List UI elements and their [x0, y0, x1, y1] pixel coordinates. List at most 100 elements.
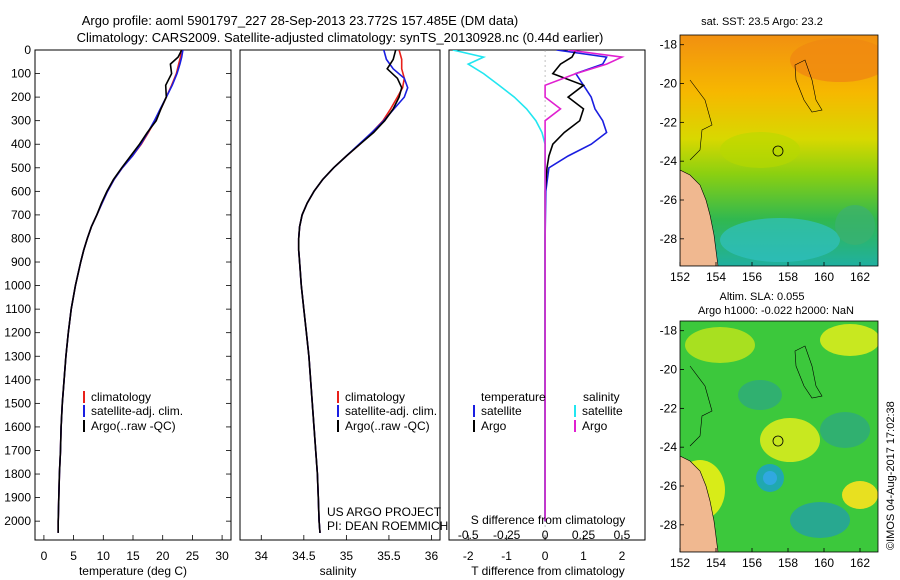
map-lat-tick-label: -26 — [660, 193, 678, 207]
map-lon-tick-label: 156 — [742, 556, 762, 570]
salinity-x-tick-label: 36 — [425, 549, 439, 563]
sla-map-panel: Altim. SLA: 0.055 Argo h1000: -0.022 h20… — [660, 291, 879, 570]
series-argo-raw-qc- — [57, 50, 183, 533]
map-lon-tick-label: 154 — [706, 556, 726, 570]
difference-s-x-tick-label: 0.25 — [572, 528, 596, 542]
series-s-argo — [544, 50, 625, 522]
depth-tick-label: 900 — [11, 255, 31, 269]
map-lon-tick-label: 162 — [850, 556, 870, 570]
map-lon-tick-label: 154 — [706, 270, 726, 284]
temperature-x-tick-label: 5 — [70, 549, 77, 563]
depth-tick-label: 1500 — [4, 396, 31, 410]
map-lat-tick-label: -18 — [660, 324, 678, 338]
difference-legend: temperature salinity satellite Argo sate… — [473, 390, 623, 433]
map-lat-tick-label: -22 — [660, 115, 678, 129]
difference-panel: -2 -1 0 1 2-0.5 -0.25 0 0.25 0.5 S difference fr… — [448, 49, 646, 578]
depth-tick-label: 700 — [11, 208, 31, 222]
difference-series — [452, 50, 625, 540]
sst-map-axes: 152 154 156 158 160 162 -18 -20 -22 -24 -26 -28 — [660, 38, 871, 284]
depth-tick-label: 800 — [11, 231, 31, 245]
map-lat-tick-label: -28 — [660, 232, 678, 246]
temperature-x-tick-label: 20 — [156, 549, 170, 563]
salinity-series — [297, 50, 409, 533]
sla-map-subtitle: Argo h1000: -0.022 h2000: NaN — [698, 305, 854, 317]
map-lat-tick-label: -28 — [660, 518, 678, 532]
salinity-x-tick-label: 34 — [255, 549, 269, 563]
legend-header-temperature: temperature — [481, 390, 546, 404]
legend-label-climatology: climatology — [91, 390, 151, 404]
depth-tick-label: 1800 — [4, 467, 31, 481]
difference-t-x-tick-label: -1 — [501, 549, 512, 563]
depth-tick-label: 1900 — [4, 491, 31, 505]
difference-t-x-tick-label: 0 — [542, 549, 549, 563]
coastline-land — [680, 455, 719, 552]
credits-line1: US ARGO PROJECT — [327, 505, 442, 519]
timestamp-credit: ©IMOS 04-Aug-2017 17:02:38 — [885, 401, 897, 550]
depth-tick-label: 1000 — [4, 279, 31, 293]
depth-tick-label: 300 — [11, 114, 31, 128]
salinity-panel: 34 34.5 35 35.5 36 salinity climatology sate… — [239, 49, 448, 578]
map-lon-tick-label: 158 — [778, 270, 798, 284]
legend-label-t-satellite: satellite — [481, 404, 522, 418]
map-lat-tick-label: -20 — [660, 363, 678, 377]
map-lon-tick-label: 162 — [850, 270, 870, 284]
legend-label-climatology: climatology — [345, 390, 405, 404]
depth-tick-label: 1300 — [4, 349, 31, 363]
map-lat-tick-label: -24 — [660, 154, 678, 168]
difference-t-x-tick-label: 2 — [619, 549, 626, 563]
sla-map-field — [680, 321, 878, 552]
map-lat-tick-label: -20 — [660, 77, 678, 91]
difference-s-x-tick-label: 0.5 — [614, 528, 631, 542]
sst-map-title: sat. SST: 23.5 Argo: 23.2 — [701, 16, 823, 28]
map-lon-tick-label: 160 — [814, 556, 834, 570]
salinity-xlabel: salinity — [320, 564, 357, 578]
temperature-plot-frame — [34, 49, 232, 541]
depth-tick-label: 2000 — [4, 514, 31, 528]
map-lat-tick-label: -22 — [660, 401, 678, 415]
legend-label-satellite: satellite-adj. clim. — [91, 404, 183, 418]
credits-line2: PI: DEAN ROEMMICH — [327, 519, 448, 533]
legend-label-argo: Argo(..raw -QC) — [345, 419, 430, 433]
depth-tick-label: 1100 — [5, 302, 31, 316]
sst-map-field — [680, 35, 878, 266]
sla-map-axes: 152 154 156 158 160 162 -18 -20 -22 -24 -26 -28 — [660, 324, 871, 570]
depth-tick-label: 600 — [11, 184, 31, 198]
sst-map-panel: sat. SST: 23.5 Argo: 23.2 152 154 156 158 16… — [660, 16, 879, 284]
temperature-xlabel: temperature (deg C) — [79, 564, 187, 578]
temperature-x-axis: 0 5 10 15 20 25 30 — [41, 535, 229, 563]
map-lon-tick-label: 156 — [742, 270, 762, 284]
sla-map-title: Altim. SLA: 0.055 — [720, 291, 805, 303]
legend-label-s-satellite: satellite — [582, 404, 623, 418]
map-lon-tick-label: 158 — [778, 556, 798, 570]
salinity-x-tick-label: 35.5 — [377, 549, 401, 563]
depth-tick-label: 1700 — [4, 443, 31, 457]
temperature-x-tick-label: 0 — [41, 549, 48, 563]
depth-tick-label: 1200 — [4, 326, 31, 340]
legend-label-satellite: satellite-adj. clim. — [345, 404, 437, 418]
legend-label-t-argo: Argo — [481, 419, 507, 433]
difference-s-x-tick-label: -0.25 — [493, 528, 521, 542]
salinity-legend: climatology satellite-adj. clim. Argo(..… — [337, 390, 437, 433]
coastline-land — [680, 169, 719, 266]
salinity-plot-frame — [239, 49, 441, 541]
temperature-legend: climatology satellite-adj. clim. Argo(..… — [83, 390, 183, 433]
figure-title-line2: Climatology: CARS2009. Satellite-adjuste… — [77, 30, 604, 45]
legend-label-argo: Argo(..raw -QC) — [91, 419, 176, 433]
temperature-x-tick-label: 15 — [126, 549, 140, 563]
argo-profile-marker — [772, 435, 784, 447]
temperature-series — [57, 50, 184, 533]
depth-tick-label: 200 — [11, 90, 31, 104]
map-lat-tick-label: -26 — [660, 479, 678, 493]
salinity-x-axis: 34 34.5 35 35.5 36 — [255, 535, 439, 563]
temperature-x-tick-label: 25 — [186, 549, 200, 563]
temperature-x-tick-label: 10 — [97, 549, 111, 563]
map-lon-tick-label: 152 — [670, 270, 690, 284]
legend-header-salinity: salinity — [583, 390, 620, 404]
temperature-x-tick-label: 30 — [215, 549, 229, 563]
figure-title-line1: Argo profile: aoml 5901797_227 28-Sep-20… — [82, 13, 519, 28]
difference-xlabel: T difference from climatology — [471, 564, 625, 578]
map-lat-tick-label: -24 — [660, 440, 678, 454]
depth-tick-label: 400 — [11, 137, 31, 151]
legend-label-s-argo: Argo — [582, 419, 608, 433]
